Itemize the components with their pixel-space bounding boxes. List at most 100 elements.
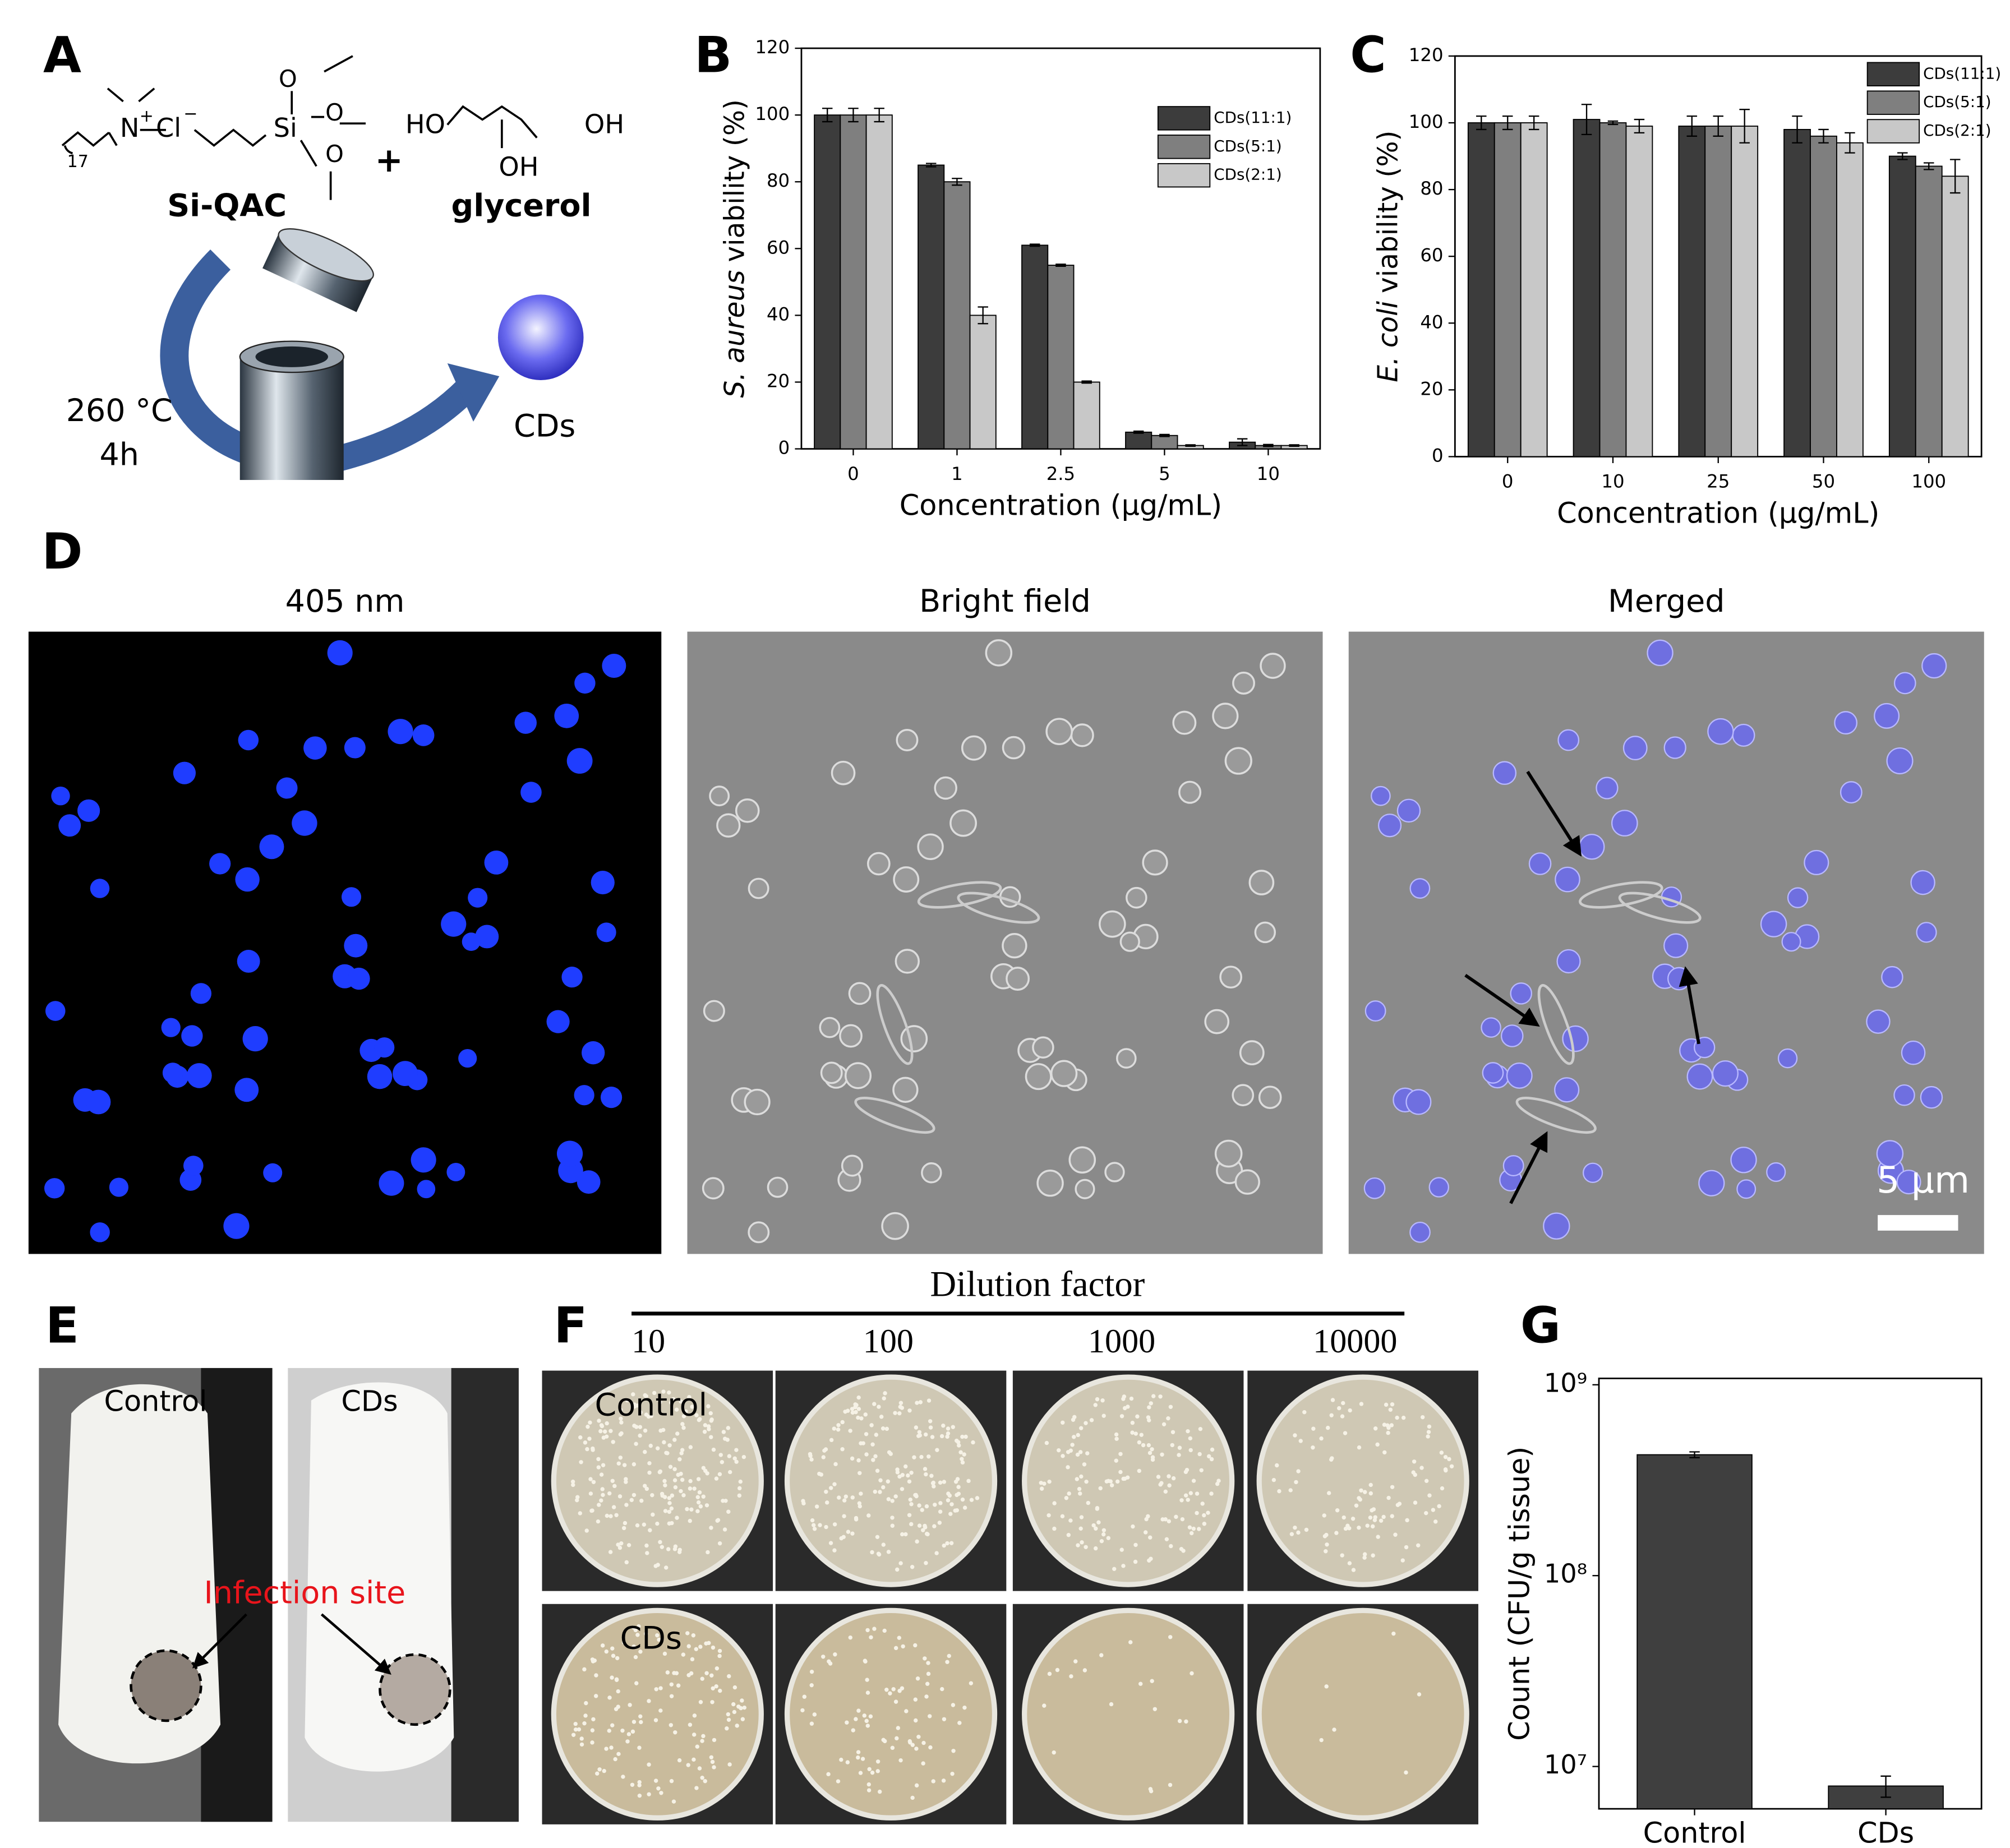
- colony: [667, 1501, 672, 1505]
- cell: [1068, 1146, 1096, 1174]
- colony: [1118, 1470, 1123, 1475]
- carbon-dot: [497, 294, 584, 381]
- x-tick-label: 25: [1707, 471, 1730, 492]
- cell: [181, 1025, 203, 1047]
- error-bar: [1607, 120, 1619, 126]
- colony: [1371, 1524, 1375, 1529]
- row-label: CDs: [620, 1620, 682, 1657]
- colony: [893, 1494, 898, 1499]
- colony: [1099, 1539, 1104, 1544]
- colony: [949, 1541, 954, 1545]
- colony: [630, 1729, 635, 1734]
- colony: [1311, 1445, 1315, 1450]
- colony: [578, 1435, 583, 1440]
- colony: [1146, 1443, 1151, 1448]
- cell: [1611, 810, 1638, 837]
- colony: [643, 1449, 647, 1454]
- colony: [597, 1419, 601, 1423]
- cell: [702, 1177, 725, 1200]
- cell: [242, 1026, 268, 1052]
- colony: [1137, 1468, 1142, 1473]
- colony: [910, 1795, 915, 1800]
- arrow: [1526, 770, 1582, 857]
- colony: [652, 1390, 657, 1396]
- colony: [1091, 1523, 1096, 1528]
- x-axis-label: Concentration (μg/mL): [1557, 496, 1879, 529]
- colony: [1188, 1448, 1193, 1453]
- colony: [732, 1710, 737, 1715]
- colony: [615, 1656, 620, 1661]
- colony: [616, 1752, 621, 1757]
- colony: [924, 1432, 928, 1437]
- colony: [685, 1507, 689, 1512]
- colony: [900, 1487, 905, 1491]
- colony: [1186, 1498, 1190, 1502]
- label: CDs: [514, 408, 575, 445]
- colony: [857, 1501, 862, 1505]
- ruler: [451, 1367, 519, 1822]
- cell: [173, 761, 196, 784]
- legend-label: CDs(5:1): [1923, 93, 1991, 111]
- colony: [601, 1463, 606, 1467]
- colony: [898, 1561, 903, 1565]
- colony: [1079, 1515, 1084, 1519]
- colony: [628, 1703, 632, 1707]
- colony: [1039, 1486, 1044, 1491]
- arrow: [1679, 966, 1700, 1045]
- colony: [1121, 1564, 1126, 1568]
- cell: [1482, 1062, 1504, 1084]
- cell: [1178, 780, 1202, 804]
- colony: [920, 1508, 924, 1512]
- error-bar: [822, 108, 833, 123]
- colony: [926, 1671, 931, 1676]
- colony: [919, 1454, 924, 1459]
- colony: [725, 1726, 729, 1731]
- colony: [1177, 1453, 1181, 1457]
- colony: [1096, 1520, 1101, 1524]
- colony: [662, 1651, 667, 1656]
- colony: [736, 1704, 741, 1709]
- colony: [1420, 1415, 1425, 1420]
- cell: [344, 934, 368, 958]
- colony: [923, 1656, 927, 1661]
- cell: [985, 639, 1013, 667]
- colony: [1039, 1481, 1043, 1485]
- error-bar: [1476, 115, 1487, 131]
- cell: [1663, 933, 1689, 958]
- colony: [1433, 1519, 1438, 1524]
- colony: [915, 1401, 919, 1405]
- x-tick-label: 2.5: [1047, 463, 1075, 484]
- colony: [617, 1545, 623, 1550]
- colony: [1082, 1668, 1087, 1673]
- reactor: [239, 357, 344, 481]
- colony: [913, 1697, 918, 1702]
- colony: [621, 1526, 626, 1531]
- colony: [1365, 1523, 1370, 1528]
- colony: [688, 1486, 693, 1491]
- cell: [1647, 639, 1674, 667]
- cell: [554, 703, 579, 728]
- colony: [946, 1426, 951, 1431]
- colony: [1397, 1502, 1402, 1506]
- colony: [616, 1542, 620, 1547]
- colony: [605, 1513, 610, 1518]
- colony: [712, 1738, 717, 1743]
- colony: [731, 1702, 736, 1707]
- panel-label: C: [1350, 26, 1386, 84]
- colony: [707, 1427, 711, 1431]
- colony: [610, 1723, 615, 1727]
- cell: [1050, 1060, 1078, 1087]
- plot-frame: [1598, 1378, 1983, 1810]
- colony: [833, 1652, 837, 1657]
- colony: [583, 1713, 588, 1718]
- colony: [886, 1479, 891, 1484]
- colony: [900, 1532, 905, 1537]
- colony: [624, 1560, 629, 1565]
- colony: [578, 1511, 582, 1516]
- colony: [866, 1788, 872, 1792]
- cell: [1881, 965, 1903, 988]
- x-tick-label: 1: [951, 463, 963, 484]
- colony: [929, 1473, 934, 1478]
- cell: [1232, 671, 1255, 695]
- colony: [644, 1632, 648, 1636]
